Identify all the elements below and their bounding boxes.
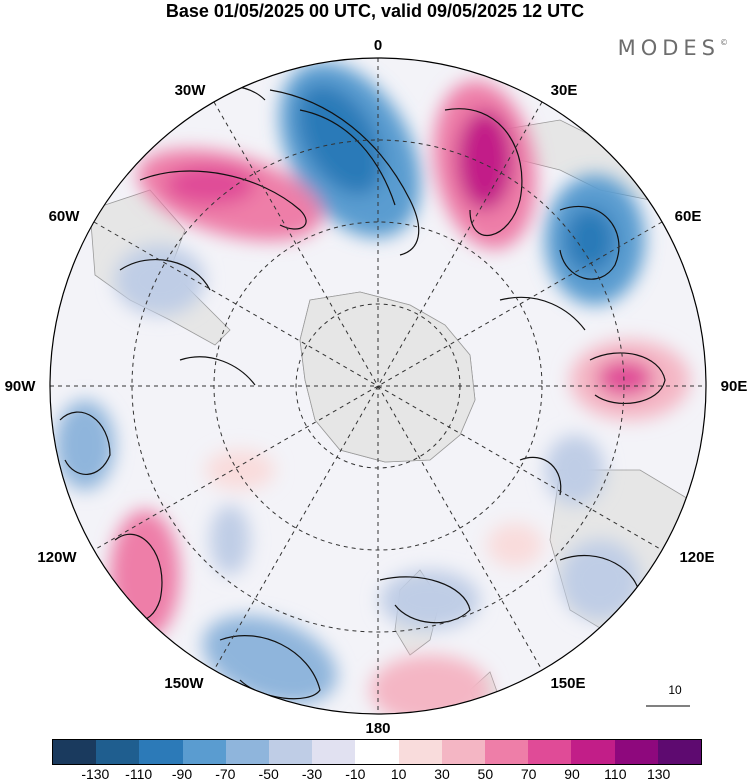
colorbar-swatch <box>398 740 442 764</box>
anomaly-blob <box>597 360 653 396</box>
lon-label-30e: 30E <box>551 82 578 99</box>
colorbar-tick-label: 50 <box>477 766 494 782</box>
colorbar-tick-label: -50 <box>258 766 279 782</box>
colorbar-tick-label: -90 <box>171 766 193 782</box>
colorbar-swatch <box>657 740 702 764</box>
streamlines <box>59 85 666 700</box>
anomaly-blob <box>545 435 605 505</box>
colorbar-tick-label: 110 <box>604 766 627 782</box>
colorbar-swatch <box>225 740 270 764</box>
colorbar-swatch <box>53 740 97 764</box>
lon-label-180: 180 <box>365 720 390 737</box>
modes-logo: MODES© <box>617 36 728 60</box>
lon-label-120e: 120E <box>679 549 714 566</box>
anomaly-blob <box>110 510 180 640</box>
reference-vector: 10 <box>646 683 690 707</box>
colorbar-tick-label: -70 <box>215 766 236 782</box>
colorbar-swatch <box>96 740 140 764</box>
colorbar-swatch <box>312 740 356 764</box>
antarctica <box>299 291 476 463</box>
colorbar-swatch <box>139 740 183 764</box>
anomaly-blob <box>560 540 640 620</box>
anomaly-blob <box>565 208 615 272</box>
colorbar-swatch <box>571 740 615 764</box>
colorbar-swatch <box>485 740 529 764</box>
lon-label-60e: 60E <box>675 208 702 225</box>
colorbar-tick-label: 70 <box>520 766 537 782</box>
colorbar-swatch <box>355 740 399 764</box>
colorbar-tick-label: 90 <box>564 766 580 782</box>
lon-label-30w: 30W <box>175 82 207 99</box>
colorbar-ticks: -130 -110 -90 -70 -50 -30 -10 10 30 50 70 90 110 130 <box>52 766 702 782</box>
colorbar-tick-label: 30 <box>434 766 450 782</box>
lon-label-90w: 90W <box>5 378 37 395</box>
anomaly-blob <box>370 655 490 714</box>
anomaly-blob <box>205 450 275 490</box>
colorbar-tick-label: -10 <box>345 766 366 782</box>
anomaly-blob <box>380 570 480 630</box>
map-title: Base 01/05/2025 00 UTC, valid 09/05/2025… <box>165 1 585 21</box>
colorbar-tick-label: -110 <box>125 766 153 782</box>
colorbar-tick-label: 130 <box>646 766 671 782</box>
anomaly-blob <box>487 523 543 567</box>
colorbar-swatch <box>441 740 486 764</box>
colorbar-tick-label: -130 <box>81 766 110 782</box>
colorbar-tick-label: 10 <box>390 766 407 782</box>
colorbar-tick-label: -30 <box>301 766 323 782</box>
anomaly-blob <box>210 505 250 575</box>
colorbar-swatch <box>182 740 226 764</box>
lon-label-90e: 90E <box>721 378 748 395</box>
lon-label-0: 0 <box>374 37 382 54</box>
colorbar <box>52 739 702 765</box>
graticule <box>50 58 706 714</box>
anomaly-blob <box>165 165 255 205</box>
colorbar-swatch <box>528 740 572 764</box>
lon-label-120w: 120W <box>37 549 77 566</box>
anomaly-blob <box>297 85 383 195</box>
lon-label-60w: 60W <box>49 208 81 225</box>
reference-vector-label: 10 <box>668 683 682 697</box>
colorbar-swatch <box>614 740 658 764</box>
lon-label-150e: 150E <box>550 675 585 692</box>
anomaly-blob <box>115 245 205 315</box>
anomaly-blob <box>457 110 513 210</box>
colorbar-swatch <box>269 740 313 764</box>
lon-label-150w: 150W <box>164 675 204 692</box>
map-boundary <box>49 57 707 715</box>
